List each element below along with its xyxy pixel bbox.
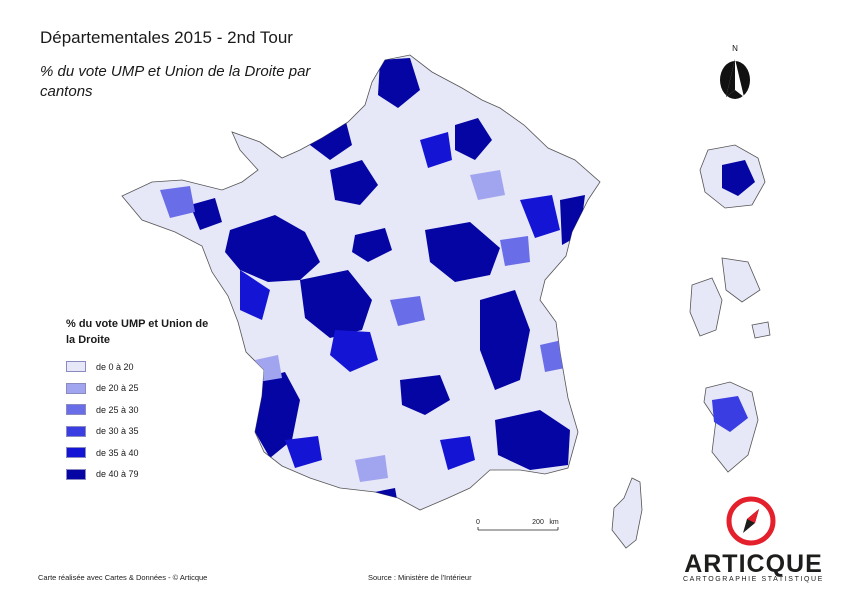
guadeloupe-shape xyxy=(689,277,723,337)
legend-item: de 25 à 30 xyxy=(66,399,216,421)
legend-label: de 20 à 25 xyxy=(96,383,139,394)
map-legend: % du vote UMP et Union de la Droite de 0… xyxy=(66,316,216,485)
corsica-shape xyxy=(611,477,643,549)
scale-end: 200 xyxy=(532,519,544,526)
scale-unit: km xyxy=(549,519,559,526)
legend-label: de 40 à 79 xyxy=(96,469,139,480)
brand-block: ARTICQUE CARTOGRAPHIE STATISTIQUE xyxy=(683,550,824,584)
legend-item: de 30 à 35 xyxy=(66,421,216,443)
north-label: N xyxy=(732,44,738,53)
footer-source: Source : Ministère de l'Intérieur xyxy=(368,573,472,582)
legend-item: de 40 à 79 xyxy=(66,464,216,486)
legend-title: % du vote UMP et Union de la Droite xyxy=(66,318,209,346)
scale-start: 0 xyxy=(476,519,480,526)
legend-label: de 0 à 20 xyxy=(96,361,134,372)
map-title: Départementales 2015 - 2nd Tour xyxy=(40,28,293,47)
legend-swatch xyxy=(66,447,86,459)
legend-label: de 35 à 40 xyxy=(96,447,139,458)
legend-label: de 25 à 30 xyxy=(96,404,139,415)
legend-swatch xyxy=(66,361,86,373)
compass-logo-icon xyxy=(726,496,776,546)
legend-item: de 35 à 40 xyxy=(66,442,216,464)
legend-item: de 20 à 25 xyxy=(66,378,216,400)
legend-item: de 0 à 20 xyxy=(66,356,216,378)
brand-tagline: CARTOGRAPHIE STATISTIQUE xyxy=(683,576,824,583)
map-subtitle: % du vote UMP et Union de la Droite par … xyxy=(40,63,311,100)
legend-label: de 30 à 35 xyxy=(96,426,139,437)
footer-credit: Carte réalisée avec Cartes & Données - ©… xyxy=(38,573,208,582)
north-arrow-icon: N xyxy=(720,44,750,99)
legend-swatch xyxy=(66,404,86,416)
legend-swatch xyxy=(66,468,86,480)
legend-swatch xyxy=(66,382,86,394)
brand-name: ARTICQUE xyxy=(684,550,823,578)
scale-bar: 0 200 km xyxy=(476,519,559,531)
legend-swatch xyxy=(66,425,86,437)
